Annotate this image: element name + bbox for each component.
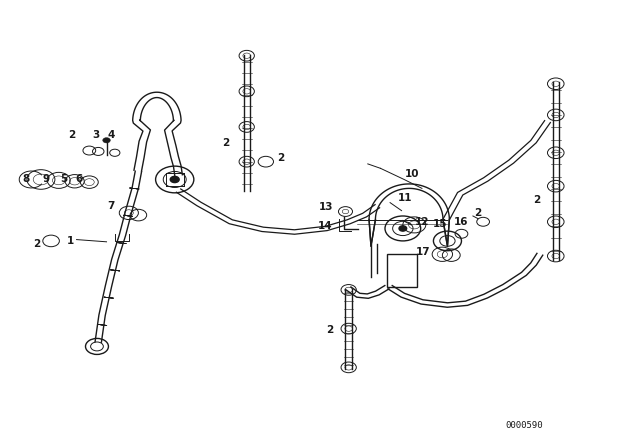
Text: 17: 17 (416, 246, 431, 257)
Text: 4: 4 (108, 130, 115, 140)
Text: 16: 16 (454, 217, 468, 227)
Text: 2: 2 (474, 208, 482, 218)
Text: 3: 3 (92, 130, 99, 140)
Text: 10: 10 (405, 169, 420, 179)
Circle shape (102, 138, 110, 143)
Text: 11: 11 (397, 193, 412, 203)
Text: 2: 2 (326, 324, 333, 335)
Text: 6: 6 (76, 174, 83, 185)
Text: 2: 2 (277, 153, 284, 163)
Text: 1: 1 (67, 236, 74, 246)
Text: 14: 14 (318, 221, 332, 231)
Text: 2: 2 (222, 138, 229, 148)
Text: 12: 12 (415, 217, 429, 227)
Text: 15: 15 (433, 219, 447, 229)
Circle shape (170, 177, 179, 183)
Text: 8: 8 (22, 174, 29, 185)
Text: 7: 7 (108, 201, 115, 211)
Text: 5: 5 (60, 174, 67, 185)
Text: 2: 2 (33, 239, 40, 249)
Text: 9: 9 (42, 174, 49, 185)
Bar (387, 254, 417, 287)
Text: 13: 13 (319, 202, 333, 212)
Circle shape (399, 226, 406, 231)
Text: 2: 2 (68, 130, 75, 140)
Text: 2: 2 (533, 194, 540, 205)
Text: 0000590: 0000590 (505, 421, 543, 430)
